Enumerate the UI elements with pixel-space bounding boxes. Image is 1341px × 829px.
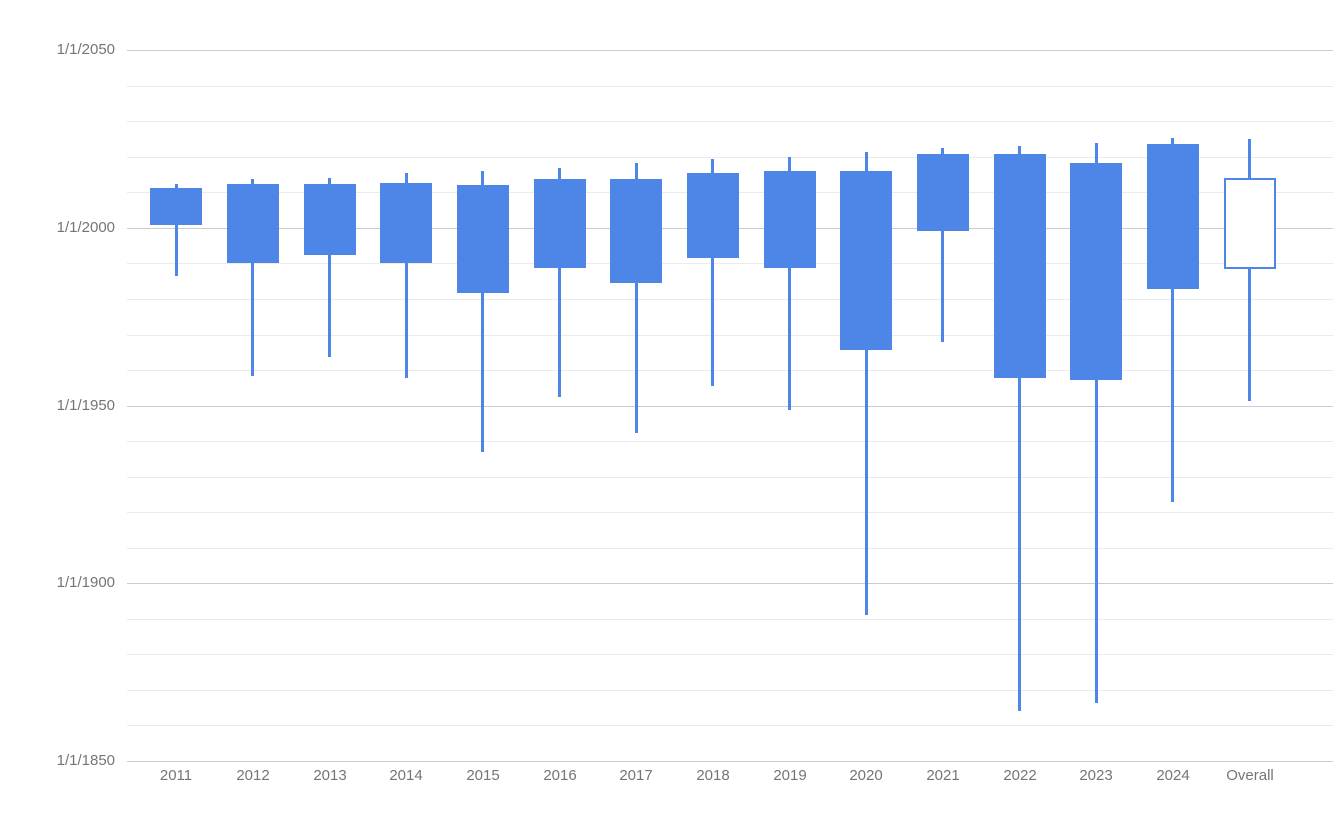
candle-whisker-2020[interactable] bbox=[865, 152, 868, 615]
y-axis-tick-label: 1/1/1850 bbox=[56, 752, 115, 769]
minor-gridline bbox=[127, 299, 1333, 300]
candle-whisker-2017[interactable] bbox=[635, 163, 638, 433]
candle-whisker-2019[interactable] bbox=[788, 157, 791, 410]
minor-gridline bbox=[127, 335, 1333, 336]
candle-whisker-2014[interactable] bbox=[405, 173, 408, 378]
x-axis-category-label: 2019 bbox=[773, 767, 807, 784]
candle-body-2015[interactable] bbox=[457, 185, 509, 293]
x-axis-category-label: Overall bbox=[1226, 767, 1274, 784]
candle-body-2024[interactable] bbox=[1147, 144, 1199, 289]
x-axis-category-label: 2017 bbox=[619, 767, 653, 784]
candle-whisker-2023[interactable] bbox=[1095, 143, 1098, 703]
candle-body-2018[interactable] bbox=[687, 173, 739, 258]
candle-body-2021[interactable] bbox=[917, 154, 969, 231]
candle-whisker-2016[interactable] bbox=[558, 168, 561, 397]
candle-whisker-2011[interactable] bbox=[175, 184, 178, 276]
minor-gridline bbox=[127, 441, 1333, 442]
minor-gridline bbox=[127, 548, 1333, 549]
candle-body-2011[interactable] bbox=[150, 188, 202, 225]
x-axis-category-label: 2016 bbox=[543, 767, 577, 784]
y-axis-tick-label: 1/1/2050 bbox=[56, 41, 115, 58]
candle-whisker-2022[interactable] bbox=[1018, 146, 1021, 711]
minor-gridline bbox=[127, 157, 1333, 158]
x-axis-category-label: 2020 bbox=[849, 767, 883, 784]
candle-body-2023[interactable] bbox=[1070, 163, 1122, 380]
minor-gridline bbox=[127, 654, 1333, 655]
candle-body-2013[interactable] bbox=[304, 184, 356, 255]
minor-gridline bbox=[127, 263, 1333, 264]
minor-gridline bbox=[127, 512, 1333, 513]
minor-gridline bbox=[127, 121, 1333, 122]
y-axis-tick-label: 1/1/1950 bbox=[56, 397, 115, 414]
y-axis-tick-label: 1/1/1900 bbox=[56, 574, 115, 591]
candle-whisker-2021[interactable] bbox=[941, 148, 944, 342]
candle-whisker-2024[interactable] bbox=[1171, 138, 1174, 502]
x-axis-category-label: 2011 bbox=[159, 767, 193, 784]
minor-gridline bbox=[127, 477, 1333, 478]
candle-whisker-2012[interactable] bbox=[251, 179, 254, 376]
candle-body-2014[interactable] bbox=[380, 183, 432, 263]
candle-body-overall[interactable] bbox=[1224, 178, 1276, 269]
x-axis-category-label: 2024 bbox=[1156, 767, 1190, 784]
candle-body-2019[interactable] bbox=[764, 171, 816, 268]
minor-gridline bbox=[127, 690, 1333, 691]
candle-body-2016[interactable] bbox=[534, 179, 586, 268]
candle-body-2020[interactable] bbox=[840, 171, 892, 350]
major-gridline bbox=[127, 406, 1333, 407]
major-gridline bbox=[127, 583, 1333, 584]
x-axis-category-label: 2022 bbox=[1003, 767, 1037, 784]
y-axis-tick-label: 1/1/2000 bbox=[56, 219, 115, 236]
x-axis-category-label: 2013 bbox=[313, 767, 347, 784]
minor-gridline bbox=[127, 86, 1333, 87]
candle-whisker-2015[interactable] bbox=[481, 171, 484, 452]
candle-whisker-2018[interactable] bbox=[711, 159, 714, 386]
x-axis-category-label: 2023 bbox=[1079, 767, 1113, 784]
candle-whisker-overall[interactable] bbox=[1248, 139, 1251, 401]
x-axis-category-label: 2021 bbox=[926, 767, 960, 784]
major-gridline bbox=[127, 761, 1333, 762]
minor-gridline bbox=[127, 725, 1333, 726]
candle-body-2012[interactable] bbox=[227, 184, 279, 263]
minor-gridline bbox=[127, 370, 1333, 371]
x-axis-category-label: 2014 bbox=[389, 767, 423, 784]
candle-body-2017[interactable] bbox=[610, 179, 662, 283]
major-gridline bbox=[127, 50, 1333, 51]
x-axis-category-label: 2015 bbox=[466, 767, 500, 784]
x-axis-category-label: 2018 bbox=[696, 767, 730, 784]
candle-body-2022[interactable] bbox=[994, 154, 1046, 378]
x-axis-category-label: 2012 bbox=[236, 767, 270, 784]
minor-gridline bbox=[127, 619, 1333, 620]
candle-whisker-2013[interactable] bbox=[328, 178, 331, 357]
